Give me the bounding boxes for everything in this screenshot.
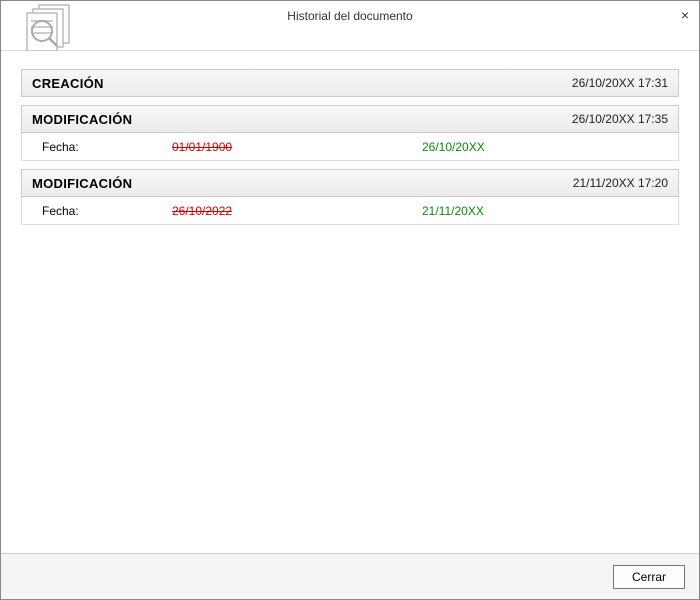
section-title: CREACIÓN xyxy=(32,76,104,91)
dialog-footer: Cerrar xyxy=(1,553,699,599)
section-timestamp: 21/11/20XX 17:20 xyxy=(573,176,668,190)
section-title: MODIFICACIÓN xyxy=(32,176,132,191)
close-icon[interactable]: × xyxy=(681,7,689,23)
history-section-header: CREACIÓN 26/10/20XX 17:31 xyxy=(21,69,679,97)
change-field-label: Fecha: xyxy=(42,204,172,218)
close-button[interactable]: Cerrar xyxy=(613,565,685,589)
change-new-value: 26/10/20XX xyxy=(422,140,485,154)
history-section-header: MODIFICACIÓN 26/10/20XX 17:35 xyxy=(21,105,679,133)
section-timestamp: 26/10/20XX 17:35 xyxy=(572,112,668,126)
section-timestamp: 26/10/20XX 17:31 xyxy=(572,76,668,90)
change-new-value: 21/11/20XX xyxy=(422,204,484,218)
history-section-header: MODIFICACIÓN 21/11/20XX 17:20 xyxy=(21,169,679,197)
section-title: MODIFICACIÓN xyxy=(32,112,132,127)
title-bar: Historial del documento × xyxy=(1,1,699,51)
dialog-window: Historial del documento × CREACIÓN 26/10/… xyxy=(0,0,700,600)
document-history-icon xyxy=(5,1,85,51)
history-content: CREACIÓN 26/10/20XX 17:31 MODIFICACIÓN 26/1… xyxy=(1,51,699,553)
change-field-label: Fecha: xyxy=(42,140,172,154)
change-old-value: 26/10/2022 xyxy=(172,204,422,218)
change-row: Fecha:01/01/190026/10/20XX xyxy=(21,133,679,161)
change-row: Fecha:26/10/202221/11/20XX xyxy=(21,197,679,225)
window-title: Historial del documento xyxy=(1,9,699,23)
change-old-value: 01/01/1900 xyxy=(172,140,422,154)
